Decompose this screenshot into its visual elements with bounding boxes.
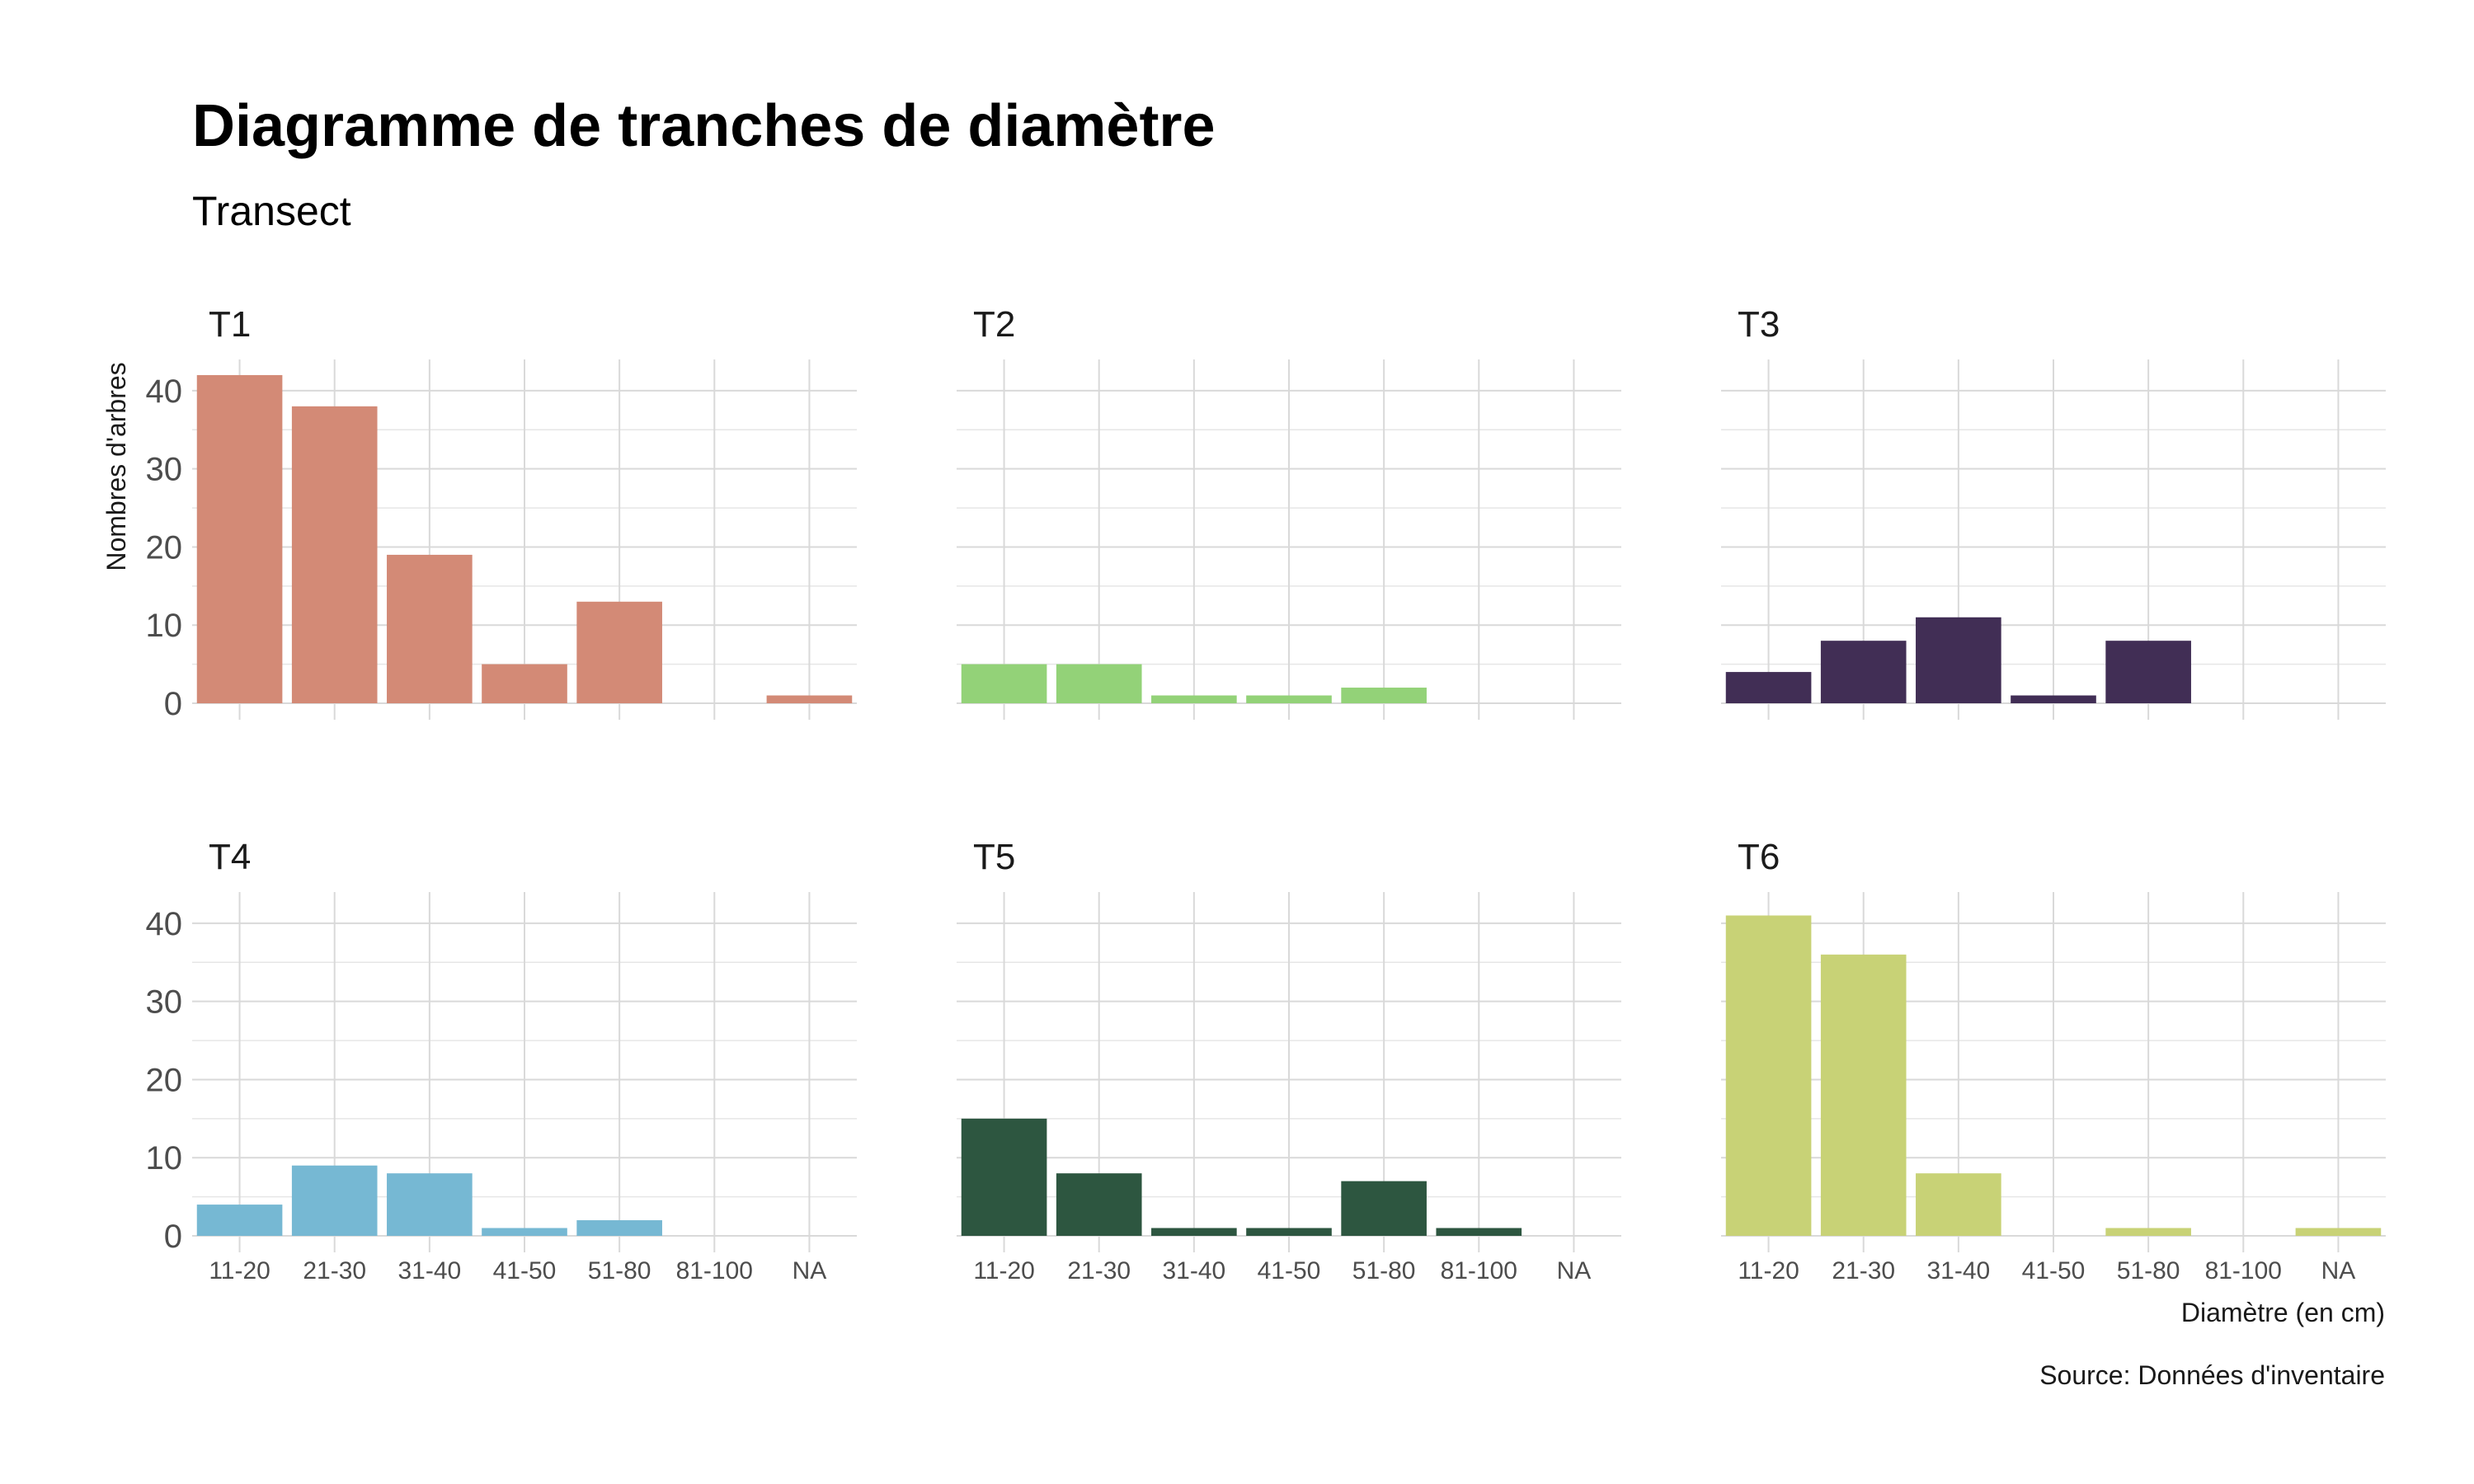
y-tick-label: 0 <box>164 1219 182 1255</box>
x-tick-label: 31-40 <box>1162 1257 1225 1284</box>
bar-t5-21-30 <box>1056 1173 1142 1236</box>
y-tick-label: 10 <box>146 608 183 644</box>
bar-t2-31-40 <box>1151 695 1237 703</box>
bar-t6-51-80 <box>2105 1228 2191 1236</box>
bar-t1-41-50 <box>482 664 567 703</box>
x-tick-label: 11-20 <box>1738 1257 1799 1284</box>
bar-t2-51-80 <box>1341 688 1427 703</box>
x-tick-label: 51-80 <box>2117 1257 2180 1284</box>
bar-t3-51-80 <box>2105 641 2191 703</box>
bar-t2-11-20 <box>961 664 1047 703</box>
facet-panel-t6: T6 11-20 21-30 31-40 41-50 51-80 81-100 NA <box>1721 837 2386 1284</box>
chart-caption: Source: Données d'inventaire <box>2039 1360 2385 1390</box>
facet-label: T1 <box>209 304 251 345</box>
bar-t3-21-30 <box>1820 641 1907 703</box>
chart-title: Diagramme de tranches de diamètre <box>192 93 1216 159</box>
facet-panels: T1 0 10 20 30 40 T2 T3 T4 0 10 20 30 40 11-20 21-30 31-4… <box>146 304 2386 1284</box>
bar-t1-21-30 <box>291 406 378 703</box>
facet-label: T3 <box>1738 304 1780 345</box>
y-tick-label: 10 <box>146 1140 183 1176</box>
x-tick-label: NA <box>793 1257 827 1284</box>
x-tick-label: 81-100 <box>676 1257 753 1284</box>
x-tick-label: 11-20 <box>209 1257 270 1284</box>
facet-label: T2 <box>973 304 1015 345</box>
bar-t2-21-30 <box>1056 664 1142 703</box>
bar-t5-11-20 <box>961 1118 1047 1236</box>
y-tick-label: 30 <box>146 452 183 488</box>
x-tick-label: 81-100 <box>2205 1257 2282 1284</box>
y-tick-label: 40 <box>146 906 183 942</box>
x-tick-label: 51-80 <box>1352 1257 1416 1284</box>
facet-panel-t4: T4 0 10 20 30 40 11-20 21-30 31-40 41-50 51-80 81-1… <box>146 837 857 1284</box>
bar-t1-31-40 <box>387 554 473 703</box>
bar-t4-31-40 <box>387 1173 473 1236</box>
y-tick-label: 0 <box>164 686 182 722</box>
x-tick-label: 41-50 <box>493 1257 557 1284</box>
x-tick-label: 11-20 <box>973 1257 1035 1284</box>
facet-panel-t1: T1 0 10 20 30 40 <box>146 304 857 722</box>
facet-label: T4 <box>209 837 251 877</box>
x-tick-label: 21-30 <box>1067 1257 1131 1284</box>
bar-t3-11-20 <box>1725 672 1812 703</box>
x-tick-label: 51-80 <box>588 1257 651 1284</box>
x-tick-label: NA <box>1557 1257 1592 1284</box>
bar-t1-51-80 <box>576 601 662 703</box>
facet-panel-t2: T2 <box>957 304 1621 720</box>
chart-subtitle: Transect <box>192 188 351 234</box>
x-axis-label: Diamètre (en cm) <box>2181 1298 2385 1327</box>
facet-panel-t5: T5 11-20 21-30 31-40 41-50 51-80 81-100 NA <box>957 837 1621 1284</box>
y-tick-label: 20 <box>146 529 183 566</box>
bar-t5-31-40 <box>1151 1228 1237 1236</box>
x-tick-label: 41-50 <box>1258 1257 1321 1284</box>
bar-t6-21-30 <box>1820 954 1907 1236</box>
bar-t4-11-20 <box>196 1205 283 1236</box>
bar-t6-11-20 <box>1725 915 1812 1236</box>
x-tick-label: 31-40 <box>397 1257 461 1284</box>
y-tick-label: 40 <box>146 373 183 410</box>
bar-t6-NA <box>2295 1228 2382 1236</box>
x-tick-label: 21-30 <box>303 1257 366 1284</box>
bar-t1-11-20 <box>196 374 283 703</box>
facet-panel-t3: T3 <box>1721 304 2386 720</box>
bar-t5-81-100 <box>1436 1228 1522 1236</box>
bar-t4-51-80 <box>576 1220 662 1236</box>
y-tick-label: 20 <box>146 1062 183 1098</box>
facet-label: T5 <box>973 837 1015 877</box>
bar-t5-41-50 <box>1246 1228 1332 1236</box>
facet-label: T6 <box>1738 837 1780 877</box>
y-tick-label: 30 <box>146 984 183 1021</box>
bar-t5-51-80 <box>1341 1181 1427 1236</box>
x-tick-label: 31-40 <box>1926 1257 1990 1284</box>
x-tick-label: 81-100 <box>1441 1257 1517 1284</box>
bar-t2-41-50 <box>1246 695 1332 703</box>
x-tick-label: NA <box>2321 1257 2356 1284</box>
bar-t1-NA <box>766 695 853 703</box>
y-axis-label: Nombres d'arbres <box>101 362 131 571</box>
bar-t4-41-50 <box>482 1228 567 1236</box>
bar-t3-31-40 <box>1916 617 2001 703</box>
bar-t6-31-40 <box>1916 1173 2001 1236</box>
bar-t3-41-50 <box>2011 695 2096 703</box>
x-tick-label: 21-30 <box>1832 1257 1895 1284</box>
bar-t4-21-30 <box>291 1165 378 1236</box>
x-tick-label: 41-50 <box>2022 1257 2086 1284</box>
